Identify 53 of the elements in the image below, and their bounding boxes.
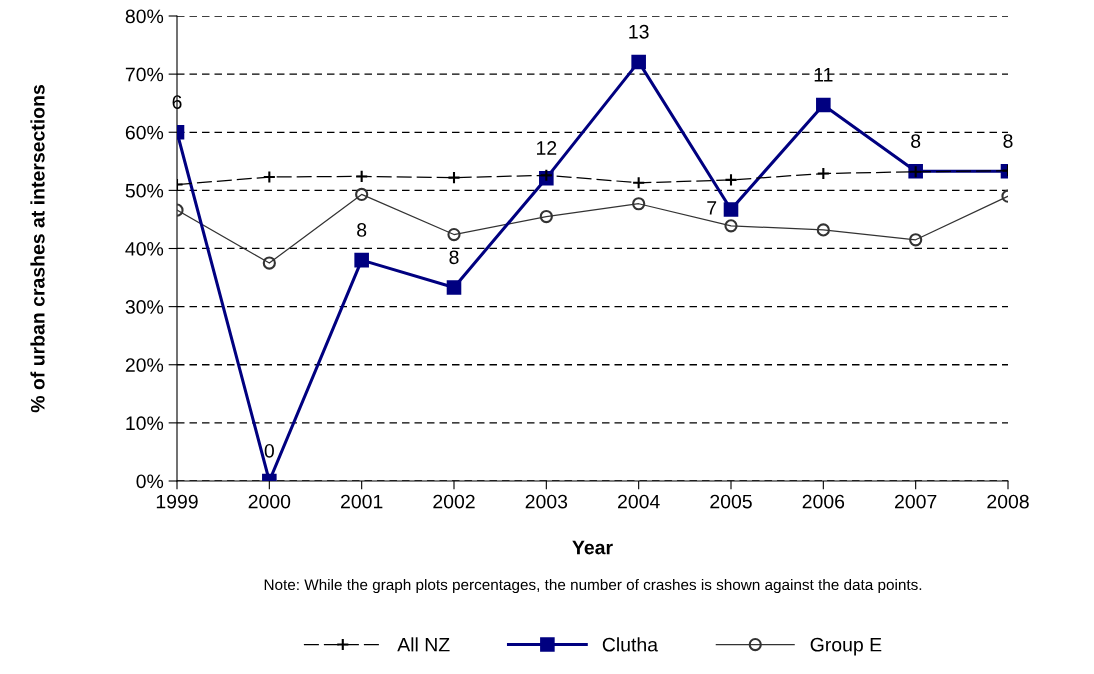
point bbox=[816, 223, 830, 237]
point bbox=[446, 280, 462, 295]
legend-label: Clutha bbox=[602, 637, 659, 652]
y-tick-label: 80% bbox=[125, 9, 164, 24]
point bbox=[355, 169, 369, 184]
annotation: 8 bbox=[1003, 134, 1013, 148]
y-axis-title: % of urban crashes at intersections bbox=[30, 85, 45, 413]
point bbox=[909, 233, 923, 247]
point bbox=[539, 168, 553, 182]
x-tick-label: 1999 bbox=[156, 494, 198, 509]
x-tick-label: 2001 bbox=[341, 494, 383, 509]
point bbox=[816, 97, 831, 113]
x-tick-label: 2005 bbox=[710, 494, 752, 509]
annotation: 0 bbox=[264, 443, 274, 458]
text: Note: While the graph plots percentages, the number of crashes is shown against the data points. bbox=[264, 578, 922, 594]
y-tick-label: 10% bbox=[126, 416, 164, 431]
point bbox=[354, 252, 369, 268]
legend-label: Group E bbox=[810, 637, 882, 656]
annotation: 8 bbox=[449, 250, 459, 265]
x-tick-label: 2002 bbox=[433, 494, 475, 509]
point bbox=[262, 256, 276, 270]
y-tick-label: 20% bbox=[125, 358, 164, 372]
legend-label: All NZ bbox=[397, 637, 450, 652]
annotation: 13 bbox=[629, 24, 649, 39]
annotation: 7 bbox=[707, 201, 717, 215]
point bbox=[539, 209, 553, 224]
point bbox=[723, 202, 739, 217]
y-tick-label: 70% bbox=[125, 67, 164, 82]
x-tick-label: 2008 bbox=[987, 494, 1029, 509]
y-tick-label: 60% bbox=[125, 125, 164, 140]
point bbox=[632, 197, 646, 211]
x-tick-label: 2000 bbox=[248, 494, 291, 509]
point bbox=[631, 54, 646, 70]
x-axis-title: Year bbox=[572, 540, 613, 555]
x-tick-label: 2007 bbox=[895, 494, 937, 509]
point bbox=[262, 170, 276, 184]
point bbox=[447, 170, 461, 185]
point bbox=[355, 187, 369, 202]
annotation: 12 bbox=[537, 141, 557, 155]
x-tick-label: 2003 bbox=[525, 494, 568, 509]
point bbox=[724, 219, 738, 233]
y-tick-label: 30% bbox=[125, 300, 164, 314]
y-tick-label: 40% bbox=[125, 241, 164, 256]
point bbox=[447, 227, 461, 242]
annotation: 8 bbox=[357, 223, 367, 237]
x-tick-label: 2004 bbox=[618, 494, 660, 509]
point bbox=[816, 166, 830, 181]
point bbox=[632, 176, 646, 190]
point bbox=[724, 173, 738, 187]
annotation: 8 bbox=[911, 134, 921, 148]
y-tick-label: 0% bbox=[136, 474, 164, 489]
y-tick-label: 50% bbox=[125, 183, 164, 198]
x-tick-label: 2006 bbox=[802, 494, 845, 509]
